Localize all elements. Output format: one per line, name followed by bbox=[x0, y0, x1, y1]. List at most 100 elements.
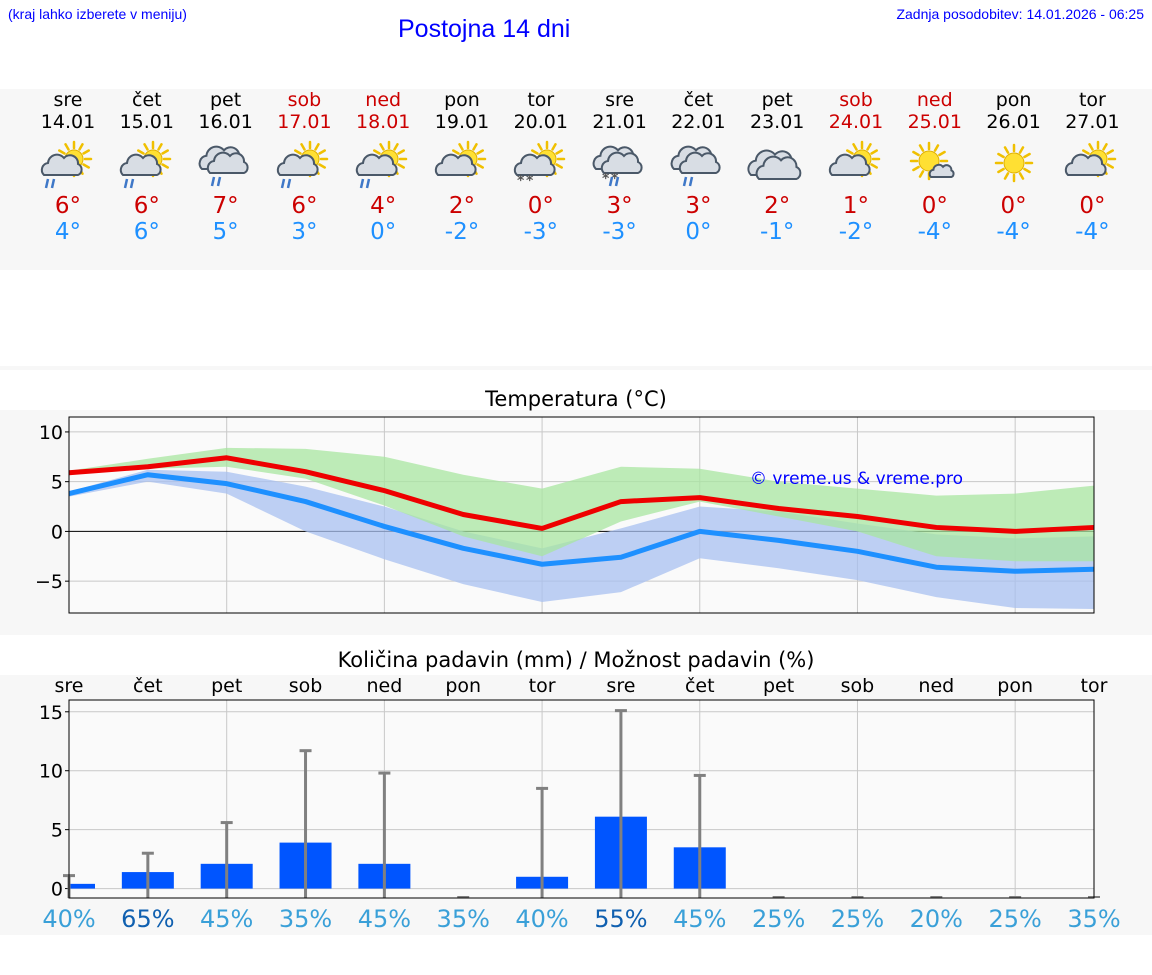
day-column: tor 27.01 0° -4° bbox=[1052, 89, 1132, 245]
temp-max: 0° bbox=[1000, 193, 1027, 219]
precip-probability-label: 25% bbox=[988, 905, 1041, 933]
min-temp-line bbox=[68, 472, 1095, 574]
day-date: 18.01 bbox=[355, 111, 411, 133]
temp-min: -1° bbox=[759, 219, 795, 245]
y-tick-label: 10 bbox=[39, 422, 63, 444]
page-title: Postojna 14 dni bbox=[398, 15, 571, 43]
temp-max: 6° bbox=[133, 193, 160, 219]
y-tick-label: −5 bbox=[35, 571, 63, 593]
day-name: čet bbox=[132, 89, 162, 111]
temp-min: -4° bbox=[996, 219, 1031, 245]
precip-probability-label: 40% bbox=[515, 905, 568, 933]
plot-frame bbox=[68, 416, 1095, 614]
location-hint: (kraj lahko izberete v meniju) bbox=[8, 6, 187, 22]
min-temp-range-band bbox=[69, 469, 1094, 610]
x-day-label: sre bbox=[606, 675, 635, 697]
y-tick-label: 15 bbox=[39, 702, 63, 724]
precip-probability-label: 20% bbox=[910, 905, 963, 933]
cloud-sleet-icon: * * bbox=[592, 145, 643, 187]
day-date: 19.01 bbox=[434, 111, 490, 133]
day-column: pet 23.01 2° -1° bbox=[737, 89, 817, 245]
separator-band bbox=[0, 366, 1152, 370]
temp-min: -2° bbox=[838, 219, 874, 245]
precip-probability-label: 35% bbox=[1067, 905, 1120, 933]
cloud-icon bbox=[747, 149, 802, 180]
temp-min: 5° bbox=[212, 219, 239, 245]
temp-max: 1° bbox=[842, 193, 870, 219]
y-tick-label: 5 bbox=[51, 820, 63, 842]
temp-min: 0° bbox=[685, 219, 712, 245]
day-date: 14.01 bbox=[40, 111, 96, 133]
sun-cloud-snow-icon: * * bbox=[513, 140, 566, 189]
precip-probability-label: 45% bbox=[673, 905, 726, 933]
day-date: 20.01 bbox=[513, 111, 568, 133]
y-tick-label: 5 bbox=[51, 472, 63, 494]
day-date: 27.01 bbox=[1065, 111, 1120, 133]
precip-probability-label: 25% bbox=[831, 905, 884, 933]
x-day-label: pon bbox=[997, 675, 1033, 697]
precip-probability-label: 55% bbox=[594, 905, 647, 933]
day-column: čet 22.01 3° 0° bbox=[658, 89, 738, 245]
temp-max: 6° bbox=[54, 193, 82, 219]
temp-min: 3° bbox=[291, 219, 318, 245]
day-column: ned 18.01 4° 0° bbox=[343, 89, 423, 245]
temp-min: -3° bbox=[602, 219, 637, 245]
day-name: sob bbox=[287, 89, 322, 111]
x-day-label: sre bbox=[55, 675, 84, 697]
precip-bar bbox=[69, 883, 95, 889]
precip-probability-label: 40% bbox=[42, 905, 95, 933]
day-name: sob bbox=[839, 89, 873, 111]
sun-cloud-rain-icon bbox=[277, 140, 329, 189]
y-tick-label: 0 bbox=[51, 521, 63, 543]
day-column: sre 14.01 6° 4° bbox=[28, 89, 108, 245]
temp-min: 6° bbox=[133, 219, 160, 245]
x-day-label: pet bbox=[763, 675, 794, 697]
sun-cloud-icon bbox=[828, 140, 881, 178]
temp-max: 2° bbox=[448, 193, 476, 219]
temp-max: 3° bbox=[606, 193, 633, 219]
svg-text:*: * bbox=[611, 171, 619, 187]
day-date: 21.01 bbox=[592, 111, 647, 133]
day-date: 22.01 bbox=[671, 111, 726, 133]
svg-text:*: * bbox=[526, 173, 534, 189]
copyright-watermark: © vreme.us & vreme.pro bbox=[750, 469, 963, 489]
temp-max: 7° bbox=[212, 193, 239, 219]
day-name: pet bbox=[761, 89, 793, 111]
x-day-label: tor bbox=[1081, 675, 1108, 697]
day-date: 25.01 bbox=[907, 111, 962, 133]
precipitation-chart-title: Količina padavin (mm) / Možnost padavin … bbox=[337, 648, 815, 672]
precip-probability-label: 45% bbox=[358, 905, 411, 933]
temp-min: -3° bbox=[523, 219, 559, 245]
day-name: sre bbox=[605, 89, 635, 111]
sun-icon bbox=[994, 143, 1033, 183]
x-day-label: čet bbox=[685, 675, 715, 697]
sun-cloud-rain-icon bbox=[119, 140, 172, 189]
day-date: 26.01 bbox=[986, 111, 1041, 133]
temp-max: 4° bbox=[370, 193, 397, 219]
day-date: 24.01 bbox=[828, 111, 884, 133]
precip-probability-label: 35% bbox=[437, 905, 490, 933]
sun-cloud-icon bbox=[1065, 140, 1117, 178]
day-column: sob 17.01 6° 3° bbox=[264, 89, 344, 245]
temp-max: 0° bbox=[527, 193, 554, 219]
temp-max: 6° bbox=[291, 193, 318, 219]
day-column: sre 21.01 * * 3° -3° bbox=[580, 89, 660, 245]
daily-forecast-panel bbox=[0, 89, 1152, 270]
day-date: 17.01 bbox=[277, 111, 332, 133]
last-updated: Zadnja posodobitev: 14.01.2026 - 06:25 bbox=[896, 6, 1144, 22]
day-name: sre bbox=[53, 89, 83, 111]
x-day-label: ned bbox=[366, 675, 402, 697]
day-name: tor bbox=[1078, 89, 1106, 111]
temperature-chart-title: Temperatura (°C) bbox=[485, 387, 667, 411]
day-date: 15.01 bbox=[119, 111, 174, 133]
x-day-label: sob bbox=[841, 675, 875, 697]
max-temp-line bbox=[68, 455, 1095, 534]
day-name: pon bbox=[444, 89, 480, 111]
day-column: pet 16.01 7° 5° bbox=[186, 89, 266, 245]
day-column: čet 15.01 6° 6° bbox=[107, 89, 187, 245]
x-day-label: sob bbox=[289, 675, 323, 697]
temp-max: 2° bbox=[764, 193, 791, 219]
precip-probability-label: 35% bbox=[279, 905, 332, 933]
